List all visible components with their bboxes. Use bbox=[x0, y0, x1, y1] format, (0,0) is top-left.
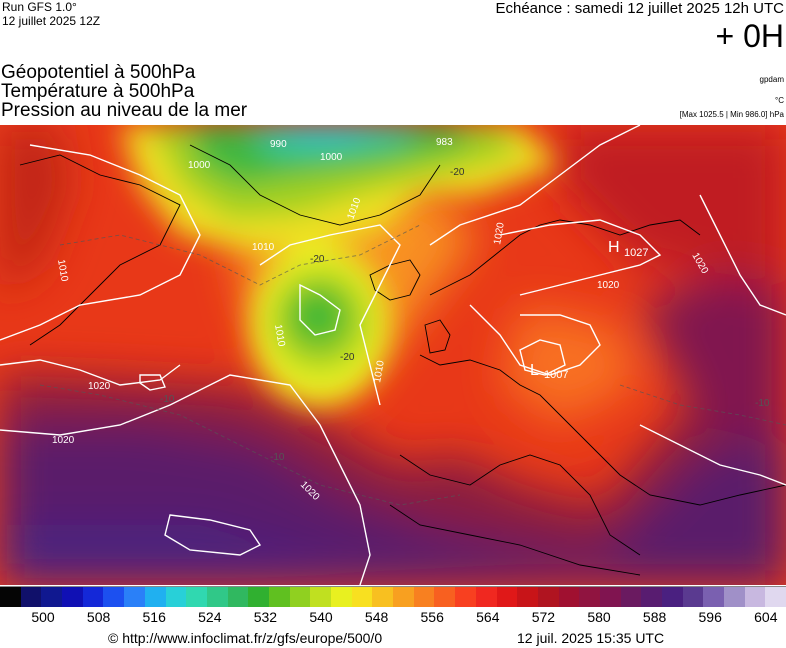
forecast-valid-time: Echéance : samedi 12 juillet 2025 12h UT… bbox=[495, 0, 784, 17]
color-swatch bbox=[82, 587, 104, 607]
color-swatch bbox=[475, 587, 497, 607]
color-swatch bbox=[662, 587, 683, 607]
isotherm-label: -10 bbox=[755, 398, 770, 409]
weather-map: 990 983 1000 1000 1010 1010 1010 1010 10… bbox=[0, 125, 786, 585]
color-swatch bbox=[20, 587, 42, 607]
color-swatch bbox=[393, 587, 414, 607]
color-swatch bbox=[124, 587, 145, 607]
geopotential-shading bbox=[0, 125, 786, 585]
color-swatch bbox=[206, 587, 228, 607]
color-swatch bbox=[165, 587, 187, 607]
color-swatch bbox=[765, 587, 786, 607]
isobar-label: 1010 bbox=[252, 242, 275, 253]
color-scale-labels: 500 508 516 524 532 540 548 556 564 572 580 588 596 6… bbox=[0, 609, 786, 627]
isobar-label: 1020 bbox=[88, 381, 111, 392]
run-date-label: 12 juillet 2025 12Z bbox=[2, 14, 101, 28]
low-pressure-value: 1007 bbox=[544, 369, 568, 381]
color-swatch bbox=[537, 587, 559, 607]
color-scale-label: 508 bbox=[86, 609, 111, 625]
color-swatch bbox=[413, 587, 435, 607]
color-scale-label: 604 bbox=[754, 609, 778, 625]
isobar-label: 1000 bbox=[320, 152, 343, 163]
color-swatch bbox=[641, 587, 662, 607]
color-swatch bbox=[455, 587, 476, 607]
run-model-label: Run GFS 1.0° bbox=[2, 0, 77, 14]
weather-map-svg: 990 983 1000 1000 1010 1010 1010 1010 10… bbox=[0, 125, 786, 585]
isobar-label: 1020 bbox=[52, 435, 75, 446]
color-scale-bar bbox=[0, 586, 786, 607]
color-swatch bbox=[558, 587, 580, 607]
color-swatch bbox=[351, 587, 373, 607]
unit-temperature: °C bbox=[775, 96, 784, 105]
high-pressure-marker: H bbox=[608, 239, 620, 256]
color-swatch bbox=[0, 587, 21, 607]
color-scale-label: 556 bbox=[420, 609, 444, 625]
color-swatch bbox=[579, 587, 600, 607]
color-scale-label: 572 bbox=[531, 609, 556, 625]
generation-timestamp: 12 juil. 2025 15:35 UTC bbox=[517, 630, 665, 646]
color-scale-label: 588 bbox=[642, 609, 667, 625]
color-swatch bbox=[62, 587, 83, 607]
field-title-temperature: Température à 500hPa bbox=[1, 81, 195, 102]
trough-shading bbox=[120, 125, 560, 405]
color-scale-label: 596 bbox=[698, 609, 722, 625]
isobar-label: 983 bbox=[436, 137, 453, 148]
isotherm-label: -10 bbox=[160, 394, 175, 405]
isotherm-label: -20 bbox=[340, 352, 355, 363]
color-swatch bbox=[620, 587, 642, 607]
color-swatch bbox=[599, 587, 621, 607]
color-swatch bbox=[331, 587, 352, 607]
forecast-offset: + 0H bbox=[715, 18, 784, 54]
low-pressure-marker: L bbox=[530, 362, 539, 379]
color-swatch bbox=[517, 587, 538, 607]
color-scale-label: 500 bbox=[31, 609, 55, 625]
color-swatch bbox=[310, 587, 331, 607]
color-swatch bbox=[724, 587, 745, 607]
color-swatch bbox=[289, 587, 311, 607]
color-swatch bbox=[103, 587, 125, 607]
field-title-pressure: Pression au niveau de la mer bbox=[1, 100, 248, 121]
isotherms bbox=[39, 224, 786, 506]
color-swatch bbox=[144, 587, 166, 607]
source-credit: © http://www.infoclimat.fr/z/gfs/europe/… bbox=[108, 630, 383, 646]
isobar-label: 990 bbox=[270, 139, 287, 150]
color-scale-label: 516 bbox=[142, 609, 166, 625]
isobars bbox=[0, 125, 786, 585]
isobar-label: 1000 bbox=[188, 160, 211, 171]
color-scale-label: 564 bbox=[476, 609, 500, 625]
isobar-label: 1010 bbox=[272, 324, 287, 348]
isobar-label: 1020 bbox=[492, 221, 507, 245]
color-swatch bbox=[248, 587, 269, 607]
color-scale-label: 580 bbox=[587, 609, 611, 625]
isobar-label: 1010 bbox=[55, 259, 70, 283]
color-swatch bbox=[703, 587, 725, 607]
isobar-label: 1020 bbox=[597, 280, 620, 291]
color-swatch bbox=[372, 587, 394, 607]
color-swatch bbox=[227, 587, 249, 607]
isotherm-label: -20 bbox=[450, 167, 465, 178]
high-pressure-value: 1027 bbox=[624, 247, 648, 259]
color-scale-label: 524 bbox=[198, 609, 222, 625]
coastlines bbox=[19, 144, 786, 576]
color-scale-label: 548 bbox=[364, 609, 389, 625]
color-swatch bbox=[434, 587, 456, 607]
unit-geopotential: gpdam bbox=[759, 75, 784, 84]
color-swatch bbox=[268, 587, 290, 607]
color-swatch bbox=[186, 587, 207, 607]
field-title-geopotential: Géopotentiel à 500hPa bbox=[1, 62, 196, 83]
color-swatch bbox=[496, 587, 518, 607]
isotherm-label: -10 bbox=[270, 452, 285, 463]
color-scale-label: 540 bbox=[309, 609, 333, 625]
color-swatch bbox=[744, 587, 766, 607]
color-scale-label: 532 bbox=[253, 609, 278, 625]
color-swatch bbox=[682, 587, 704, 607]
isotherm-label: -20 bbox=[310, 254, 325, 265]
isobar-label: 1010 bbox=[372, 359, 387, 383]
color-swatch bbox=[41, 587, 63, 607]
unit-pressure-range: [Max 1025.5 | Min 986.0] hPa bbox=[679, 110, 784, 119]
